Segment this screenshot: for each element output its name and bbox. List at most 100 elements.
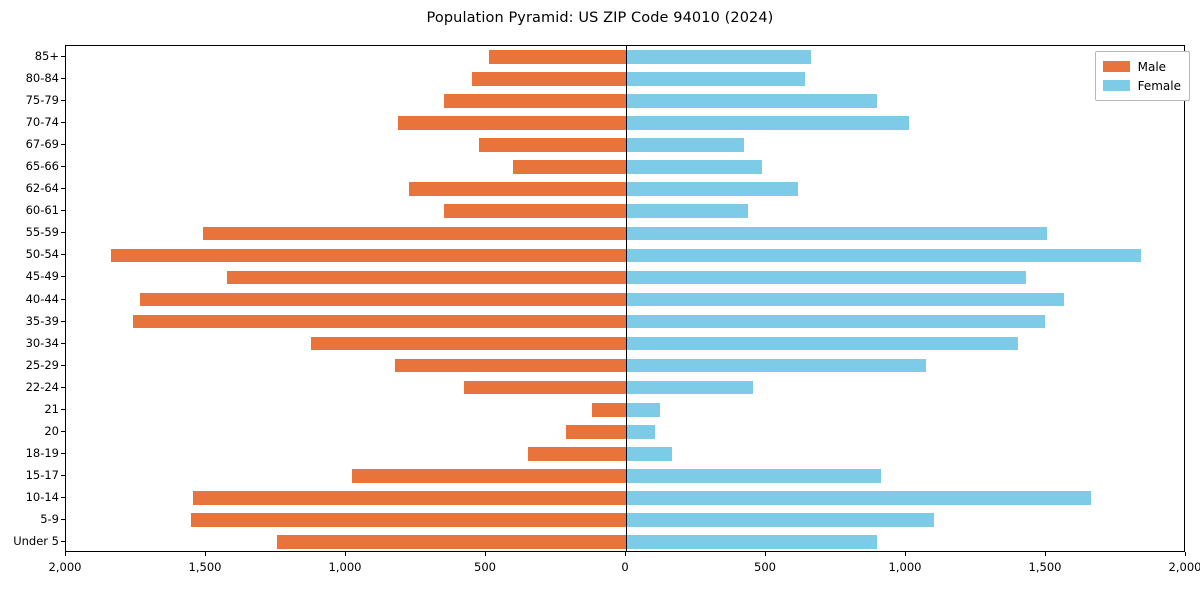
bar-female-55-59	[626, 226, 1048, 241]
x-tick-mark	[765, 552, 766, 556]
bar-row	[66, 491, 1184, 505]
y-tick-mark	[61, 254, 65, 256]
bar-row	[66, 248, 1184, 263]
bar-male-18-19	[528, 446, 626, 461]
y-tick-label: 50-54	[25, 247, 59, 262]
bar-male-under-5	[277, 535, 626, 549]
bar-male-5-9	[190, 513, 626, 527]
y-tick-mark	[61, 430, 65, 432]
y-tick-mark	[61, 100, 65, 102]
y-tick-label: Under 5	[13, 533, 59, 548]
y-tick-mark	[61, 78, 65, 80]
y-tick-label: 22-24	[25, 379, 59, 394]
x-tick-mark	[1045, 552, 1046, 556]
bar-row	[66, 446, 1184, 461]
bar-female-85-	[626, 50, 811, 64]
legend-label: Female	[1137, 78, 1181, 93]
y-tick-mark	[61, 276, 65, 278]
zero-axis-line	[626, 46, 627, 551]
bar-row	[66, 50, 1184, 64]
bar-female-60-61	[626, 204, 748, 219]
y-tick-label: 21	[44, 401, 59, 416]
bar-male-60-61	[444, 204, 626, 219]
y-tick-mark	[61, 232, 65, 234]
bar-female-10-14	[626, 491, 1091, 505]
legend-swatch-female	[1102, 80, 1130, 91]
x-tick-mark	[65, 552, 66, 556]
y-tick-mark	[61, 298, 65, 300]
y-tick-mark	[61, 452, 65, 454]
y-tick-mark	[61, 540, 65, 542]
y-tick-mark	[61, 56, 65, 58]
bar-male-45-49	[227, 270, 626, 285]
bar-row	[66, 204, 1184, 219]
y-tick-label: 5-9	[40, 511, 59, 526]
bar-female-15-17	[626, 469, 881, 483]
y-tick-mark	[61, 188, 65, 190]
bar-row	[66, 292, 1184, 307]
bar-row	[66, 314, 1184, 329]
plot-area	[65, 45, 1185, 552]
bar-row	[66, 402, 1184, 417]
bar-male-67-69	[479, 138, 626, 153]
y-tick-label: 55-59	[25, 225, 59, 240]
bar-row	[66, 336, 1184, 351]
bar-male-40-44	[140, 292, 626, 307]
bar-row	[66, 138, 1184, 153]
legend-swatch-male	[1102, 61, 1130, 72]
bar-row	[66, 513, 1184, 527]
x-tick-mark	[905, 552, 906, 556]
bar-female-20	[626, 424, 656, 439]
y-tick-mark	[61, 320, 65, 322]
bar-female-35-39	[626, 314, 1045, 329]
bar-row	[66, 380, 1184, 395]
y-tick-label: 30-34	[25, 335, 59, 350]
bar-male-21	[592, 402, 626, 417]
y-tick-label: 10-14	[25, 489, 59, 504]
y-tick-mark	[61, 210, 65, 212]
bar-female-65-66	[626, 160, 762, 175]
bar-row	[66, 72, 1184, 86]
bar-row	[66, 116, 1184, 130]
bar-male-62-64	[409, 182, 626, 197]
bar-row	[66, 270, 1184, 285]
bar-row	[66, 358, 1184, 373]
y-tick-label: 85+	[34, 49, 59, 64]
bar-row	[66, 182, 1184, 197]
x-tick-label: 1,500	[1028, 560, 1062, 574]
y-tick-mark	[61, 518, 65, 520]
y-tick-label: 35-39	[25, 313, 59, 328]
y-tick-label: 20	[44, 423, 59, 438]
x-tick-label: 500	[754, 560, 776, 574]
x-tick-mark	[1185, 552, 1186, 556]
bar-female-62-64	[626, 182, 799, 197]
bar-female-under-5	[626, 535, 877, 549]
y-tick-label: 40-44	[25, 291, 59, 306]
x-tick-label: 2,000	[1168, 560, 1200, 574]
bar-female-70-74	[626, 116, 909, 130]
x-tick-label: 0	[621, 560, 629, 574]
legend-label: Male	[1137, 59, 1167, 74]
y-tick-label: 80-84	[25, 71, 59, 86]
bar-female-5-9	[626, 513, 934, 527]
y-tick-label: 75-79	[25, 93, 59, 108]
y-tick-label: 67-69	[25, 137, 59, 152]
bar-male-85-	[488, 50, 626, 64]
y-tick-label: 25-29	[25, 357, 59, 372]
bar-female-21	[626, 402, 660, 417]
x-tick-mark	[345, 552, 346, 556]
chart-title: Population Pyramid: US ZIP Code 94010 (2…	[426, 10, 774, 26]
y-tick-mark	[61, 474, 65, 476]
bar-male-50-54	[110, 248, 626, 263]
bar-female-25-29	[626, 358, 926, 373]
bar-female-75-79	[626, 94, 877, 108]
bar-female-50-54	[626, 248, 1142, 263]
bar-male-25-29	[395, 358, 626, 373]
y-tick-mark	[61, 122, 65, 124]
chart-legend: Male Female	[1094, 51, 1190, 101]
bar-male-70-74	[397, 116, 626, 130]
bar-row	[66, 94, 1184, 108]
x-tick-label: 2,000	[48, 560, 82, 574]
bar-male-15-17	[351, 469, 626, 483]
